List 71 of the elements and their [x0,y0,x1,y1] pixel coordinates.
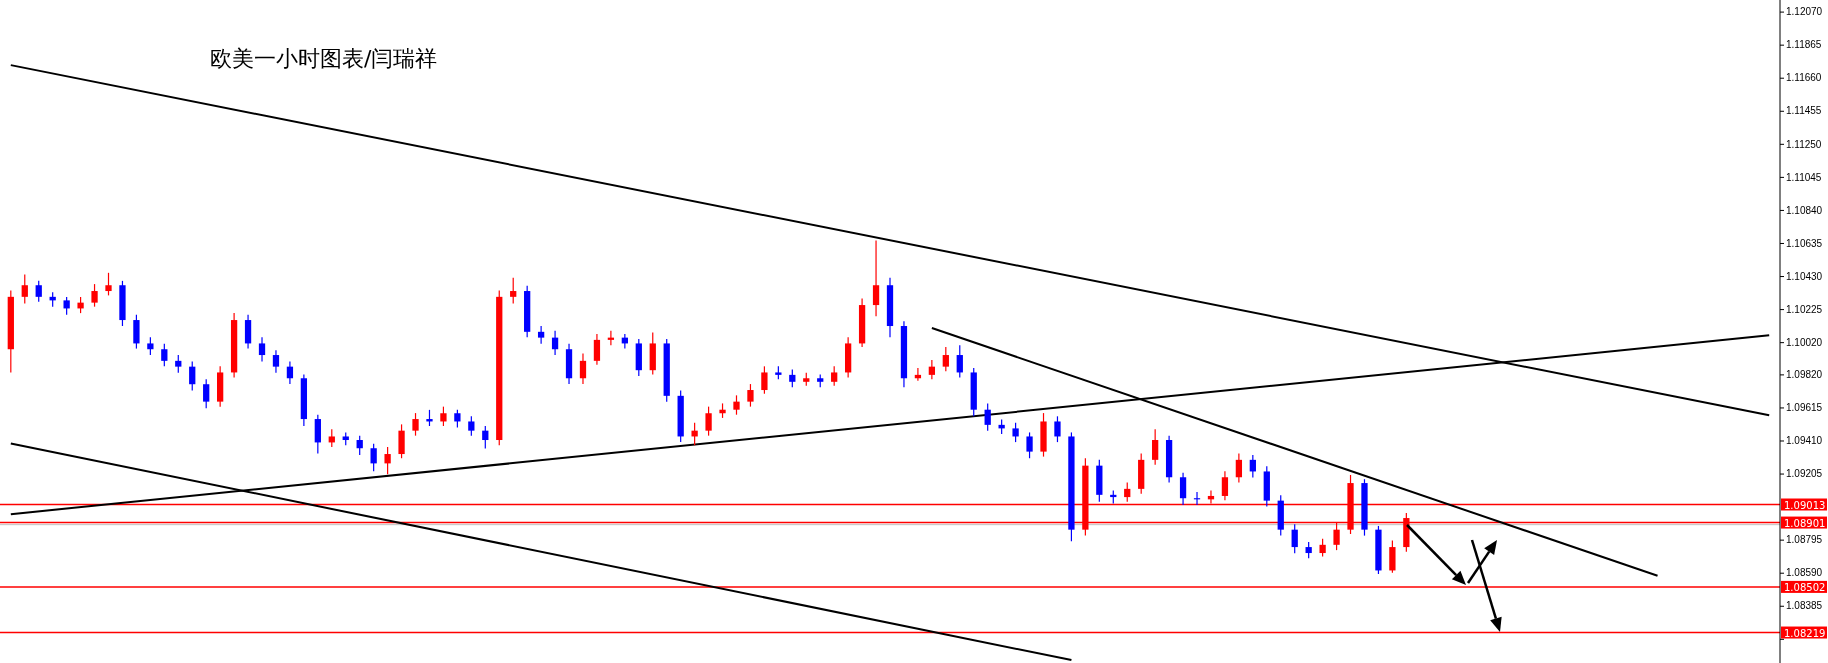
candlestick [133,314,140,350]
text: 欧美一小时图表/闫瑞祥 [210,46,438,71]
candlestick [91,283,98,308]
candlestick [258,336,266,363]
candlestick [691,422,698,446]
candlestick [579,352,587,385]
candlestick [440,406,447,427]
candlestick [203,378,210,409]
y-tick-label: 1.11455 [1786,105,1822,117]
y-tick-label: 1.08795 [1786,534,1823,546]
y-tick-label: 1.09410 [1786,435,1823,447]
candlestick [35,280,42,303]
candlestick [942,346,949,372]
candlestick [1124,481,1131,503]
y-tick-label: 1.11865 [1786,39,1822,51]
candlestick [21,273,28,305]
y-tick-label: 1.10840 [1786,204,1823,216]
y-tick-label: 1.08385 [1786,600,1823,612]
y-tick-label: 1.09820 [1786,369,1823,381]
candlestick [398,423,405,459]
candlestick [551,330,559,356]
candlestick [356,435,363,456]
candlestick [928,359,936,380]
candlestick [161,343,168,367]
candlestick [286,360,294,385]
candlestick [105,272,112,296]
candlestick [1012,422,1019,443]
candlestick [733,394,740,416]
candlestick [1249,454,1256,479]
y-tick-label: 1.12070 [1786,6,1823,18]
y-tick-label: 1.08590 [1786,567,1823,579]
ref-line-label: 1.08901 [1784,517,1826,529]
candlestick [244,314,252,350]
ref-line-label: 1.08219 [1784,627,1826,639]
y-tick-label: 1.10635 [1786,237,1823,249]
candlestick [537,325,545,345]
candlestick [747,383,754,408]
candlestick [831,365,838,387]
candlestick [593,333,601,366]
candlestick [272,349,280,374]
candlestick [1221,470,1229,501]
ref-line-label: 1.09013 [1784,499,1826,511]
candlestick [1389,539,1396,574]
y-tick-label: 1.11250 [1786,138,1822,150]
candlestick [1291,523,1298,554]
candlestick [370,443,377,472]
candlestick [956,344,963,379]
candlestick [761,365,768,395]
candlestick [1054,415,1061,443]
candlestick [1026,431,1033,459]
candlestick [412,412,419,437]
ref-line-label: 1.08502 [1784,581,1826,593]
candlestick [1152,428,1159,466]
y-tick-label: 1.11045 [1786,171,1822,183]
y-tick-label: 1.11660 [1786,72,1822,84]
candlestick [510,277,517,305]
y-tick-label: 1.10430 [1786,270,1823,282]
candlestick [984,402,991,432]
y-tick-label: 1.10020 [1786,336,1823,348]
candlestick [384,446,391,475]
candlestick [872,239,880,317]
y-tick-label: 1.09205 [1786,468,1823,480]
candlestick [189,360,196,392]
candlestick [314,414,321,454]
candlestick [705,406,712,437]
y-tick-label: 1.10225 [1786,303,1823,315]
candlestick [468,415,475,437]
candlestick [482,425,489,450]
y-tick-label: 1.09615 [1786,402,1823,414]
candlestick [1179,472,1187,506]
candlestick [1235,452,1243,484]
